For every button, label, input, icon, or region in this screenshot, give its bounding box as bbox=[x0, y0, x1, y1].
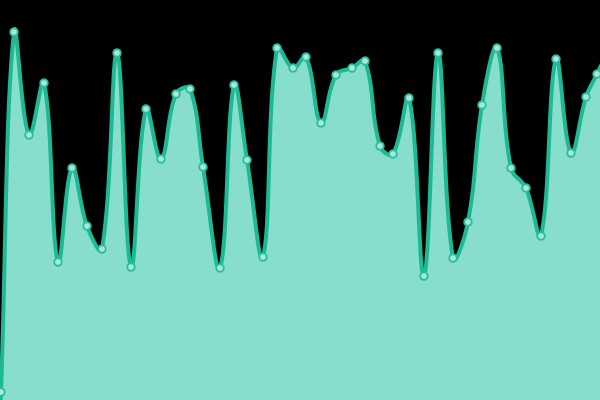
data-point bbox=[141, 104, 151, 114]
data-point bbox=[229, 80, 239, 90]
data-point bbox=[375, 141, 385, 151]
data-point bbox=[288, 63, 298, 73]
data-point bbox=[448, 253, 458, 263]
data-point bbox=[521, 183, 531, 193]
data-point bbox=[156, 154, 166, 164]
data-point bbox=[9, 27, 19, 37]
data-point bbox=[171, 89, 181, 99]
data-point bbox=[301, 52, 311, 62]
data-point bbox=[347, 63, 357, 73]
data-point bbox=[198, 162, 208, 172]
data-point bbox=[566, 148, 576, 158]
data-point bbox=[97, 244, 107, 254]
data-point bbox=[581, 92, 591, 102]
data-point bbox=[67, 163, 77, 173]
data-point bbox=[316, 118, 326, 128]
data-point bbox=[24, 130, 34, 140]
data-point bbox=[112, 48, 122, 58]
data-point bbox=[39, 78, 49, 88]
data-point bbox=[433, 48, 443, 58]
data-point bbox=[536, 231, 546, 241]
data-point bbox=[419, 271, 429, 281]
data-point bbox=[360, 56, 370, 66]
data-point bbox=[272, 43, 282, 53]
data-point bbox=[404, 93, 414, 103]
data-point bbox=[185, 84, 195, 94]
data-point bbox=[388, 149, 398, 159]
data-point bbox=[126, 262, 136, 272]
data-point bbox=[82, 221, 92, 231]
area-fill bbox=[0, 28, 600, 400]
data-point bbox=[242, 155, 252, 165]
data-point bbox=[477, 100, 487, 110]
data-point bbox=[492, 43, 502, 53]
data-point bbox=[551, 54, 561, 64]
data-point bbox=[53, 257, 63, 267]
data-point bbox=[331, 70, 341, 80]
data-point bbox=[463, 217, 473, 227]
data-point bbox=[215, 263, 225, 273]
data-point bbox=[0, 387, 6, 397]
data-point bbox=[506, 163, 516, 173]
data-point bbox=[592, 69, 600, 79]
data-point-markers bbox=[0, 27, 600, 397]
data-point bbox=[258, 252, 268, 262]
